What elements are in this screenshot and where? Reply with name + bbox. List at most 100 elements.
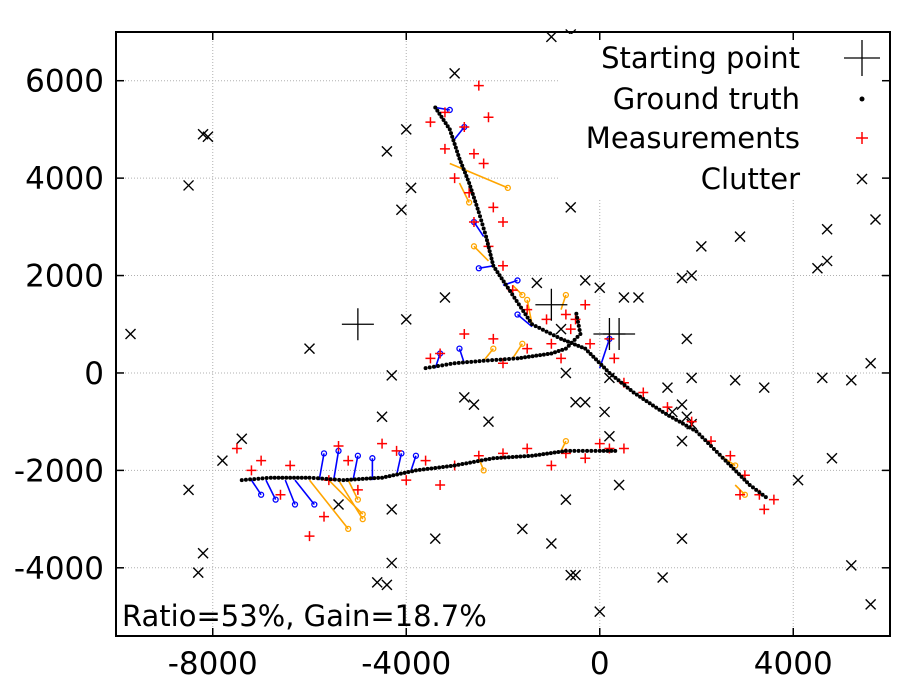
clutter-marker [865, 357, 877, 369]
ground-truth-dot [341, 478, 346, 483]
orange-endpoint [504, 184, 511, 192]
ground-truth-dot [469, 188, 474, 193]
orange-endpoint [480, 467, 487, 474]
x-tick-label: 0 [590, 646, 610, 682]
ground-truth-dot [551, 333, 556, 338]
ground-truth-dot [519, 355, 524, 360]
ground-truth-dot [530, 322, 535, 327]
ground-truth-dot [475, 206, 480, 211]
measurement-marker [420, 455, 431, 466]
ground-truth-dot [460, 360, 465, 365]
legend: Starting point Ground truth Measurements Cl… [558, 34, 888, 198]
ground-truth-dot [435, 108, 440, 113]
ground-truth-dot [268, 475, 273, 480]
ground-truth-dot [256, 476, 261, 481]
ground-truth-dot [577, 327, 582, 332]
ground-truth-dot [433, 105, 438, 110]
clutter-marker [565, 569, 577, 581]
ground-truth-dot [585, 448, 590, 453]
clutter-marker [400, 123, 412, 135]
measurement-marker [662, 402, 673, 413]
ground-truth-dot [456, 152, 461, 157]
clutter-markers [125, 28, 881, 618]
clutter-marker [202, 131, 214, 143]
ground-truth-dot [667, 413, 672, 418]
ground-truth-dot [516, 302, 521, 307]
ground-truth-dot [602, 365, 607, 370]
clutter-marker [468, 399, 480, 411]
ground-truth-dot [252, 477, 257, 482]
measurement-marker [546, 460, 557, 471]
clutter-marker [594, 282, 606, 294]
legend-label: Starting point [601, 41, 800, 75]
clutter-marker [125, 328, 137, 340]
measurement-marker [522, 343, 533, 354]
ground-truth-dot [451, 138, 456, 143]
ground-truth-dot [458, 160, 463, 165]
ground-truth-dot [734, 469, 739, 474]
clutter-marker [676, 435, 688, 447]
clutter-marker [381, 145, 393, 157]
y-tick-label: 4000 [25, 161, 104, 197]
blue-segment [294, 479, 315, 505]
ground-truth-dot [474, 202, 479, 207]
measurement-marker [304, 531, 315, 542]
ground-truth-dot [687, 425, 692, 430]
orange-segment [449, 162, 509, 189]
ground-truth-dot [599, 362, 604, 367]
ground-truth-dot [497, 273, 502, 278]
clutter-marker [386, 557, 398, 569]
ground-truth-dot [684, 423, 689, 428]
blue-segment [332, 450, 340, 481]
y-tick-label: -4000 [14, 551, 104, 587]
clutter-marker [792, 474, 804, 486]
ground-truth-dot [677, 419, 682, 424]
clutter-marker [183, 484, 195, 496]
ground-truth-dot [650, 403, 655, 408]
ground-truth-dot [439, 114, 444, 119]
ground-truth-dot [556, 449, 561, 454]
ground-truth-dot [526, 454, 531, 459]
ground-truth-dot [757, 490, 762, 495]
ground-truth-dot [491, 263, 496, 268]
clutter-marker [826, 452, 838, 464]
orange-endpoint [354, 496, 362, 503]
ground-truth-dot [491, 456, 496, 461]
blue-endpoint [475, 265, 482, 272]
clutter-marker [304, 343, 315, 355]
ground-truth-dot [552, 450, 557, 455]
ground-truth-dot [559, 336, 564, 341]
ground-truth-dot [395, 472, 400, 477]
ground-truth-dot [575, 315, 580, 320]
ground-truth-dot [288, 475, 293, 480]
ground-truth-dot [260, 476, 265, 481]
ground-truth-dot [706, 441, 711, 446]
ground-truth-dot [356, 477, 361, 482]
orange-endpoint [490, 345, 497, 352]
ground-truth-dot [332, 477, 337, 482]
ground-truth-dot [239, 478, 244, 483]
blue-endpoint [369, 455, 376, 462]
ground-truth-dot [464, 174, 469, 179]
ground-truth-dot [760, 492, 765, 497]
clutter-marker [386, 369, 398, 381]
blue-endpoint [257, 491, 265, 498]
ground-truth-dot [754, 487, 759, 492]
ground-truth-dot [510, 454, 515, 459]
ground-truth-dot [437, 111, 442, 116]
measurement-marker [522, 443, 533, 454]
measurement-marker [546, 338, 557, 349]
blue-endpoint [272, 496, 279, 503]
ground-truth-dot [487, 456, 492, 461]
clutter-marker [192, 567, 204, 579]
blue-segment [318, 453, 325, 481]
ground-truth-dot [739, 474, 744, 479]
ground-truth-dot [694, 429, 699, 434]
ground-truth-dot [461, 167, 466, 172]
measurement-marker [275, 489, 286, 500]
measurement-marker [246, 465, 257, 476]
ground-truth-dot [562, 338, 567, 343]
clutter-marker [236, 433, 248, 445]
starting-point-marker [603, 318, 636, 350]
ground-truth-dot [664, 411, 669, 416]
